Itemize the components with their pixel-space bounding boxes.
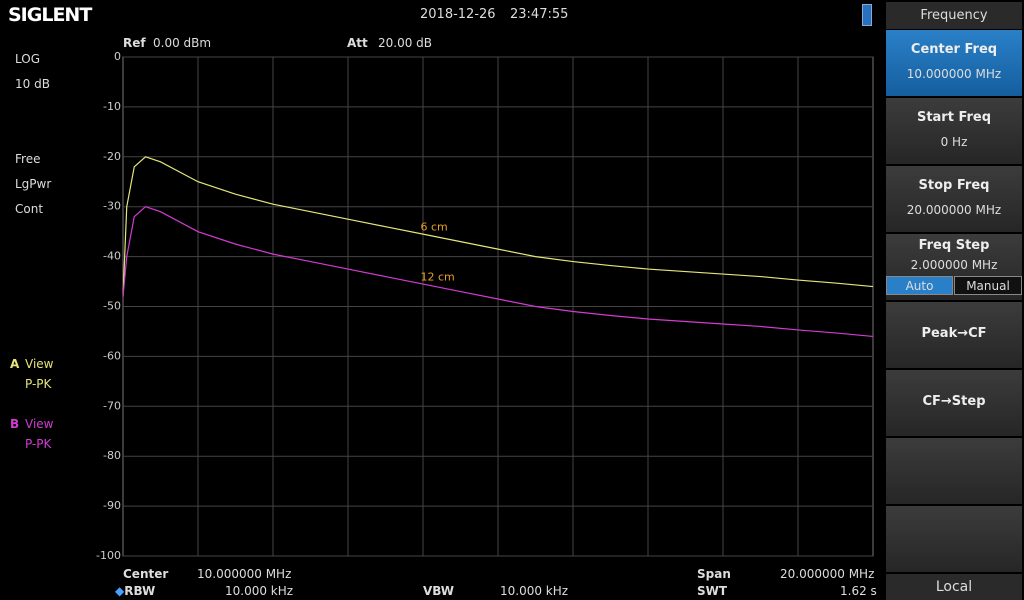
button-label: Start Freq [916,110,992,125]
y-tick-label: -100 [96,549,121,562]
menu-button[interactable]: Center Freq 10.000000 MHz [886,30,1022,96]
att-value: 20.00 dB [378,36,433,50]
button-label: CF→Step [922,394,986,409]
ref-value: 0.00 dBm [153,36,212,50]
att-label: Att [347,36,368,50]
trace-letter: A [10,357,20,371]
y-tick-label: -30 [103,200,121,213]
center-label: Center [123,567,169,581]
y-tick-label: -20 [103,150,121,163]
trace-mode: View [25,357,54,371]
button-label: Center Freq [910,42,998,57]
scale-type: LOG [15,52,41,66]
y-tick-label: -40 [103,250,121,263]
rbw-value: 10.000 kHz [225,584,294,598]
time: 23:47:55 [510,7,569,22]
button-label: Freq Step [918,238,990,253]
y-tick-label: -10 [103,100,121,113]
toggle-auto[interactable]: Auto [886,276,953,295]
detector: LgPwr [15,177,52,191]
date: 2018-12-26 [420,7,496,22]
scale-div: 10 dB [15,77,50,91]
y-tick-label: -90 [103,499,121,512]
button-value: 2.000000 MHz [910,258,998,272]
y-tick-label: -80 [103,449,121,462]
menu-button[interactable]: Peak→CF [886,302,1022,368]
trace [122,206,874,338]
spectrum-plot: 0 -10 -20 -30 -40 -50 -60 -70 -80 -90 -100 6 cm 12 c… [96,50,874,562]
button-label: Peak→CF [921,326,987,341]
battery-icon [862,4,872,26]
vbw-label: VBW [423,584,455,598]
rbw-label: ◆RBW [115,584,156,598]
trace-letter: B [10,417,20,431]
button-value: 20.000000 MHz [906,203,1002,217]
menu-button[interactable]: Stop Freq 20.000000 MHz [886,166,1022,232]
menu-button [886,438,1022,504]
toggle-manual[interactable]: Manual [954,276,1022,295]
ref-label: Ref [123,36,146,50]
y-tick-label: -70 [103,399,121,412]
menu-button [886,506,1022,572]
y-tick-label: -60 [103,349,121,362]
menu-button[interactable]: CF→Step [886,370,1022,436]
logo: SIGLENT [8,4,92,26]
trigger: Free [15,152,41,166]
span-label: Span [697,567,731,581]
swt-label: SWT [697,584,728,598]
button-value: 0 Hz [940,135,968,149]
menu-button[interactable]: Freq Step 2.000000 MHz Auto Manual [886,234,1022,300]
trace-mode: View [25,417,54,431]
swt-value: 1.62 s [840,584,877,598]
center-value: 10.000000 MHz [197,567,292,581]
span-value: 20.000000 MHz [780,567,875,581]
menu-button[interactable]: Start Freq 0 Hz [886,98,1022,164]
trace-label: 12 cm [421,271,455,284]
vbw-value: 10.000 kHz [500,584,569,598]
button-value: 10.000000 MHz [906,67,1002,81]
sweep-mode: Cont [15,202,44,216]
trace-detector: P-PK [25,377,52,391]
rbw-text: RBW [124,584,156,598]
trace-detector: P-PK [25,437,52,451]
y-tick-label: 0 [114,50,121,63]
trace-label: 6 cm [421,221,448,234]
status-local: Local [886,574,1022,600]
y-tick-label: -50 [103,300,121,313]
button-label: Stop Freq [918,178,990,193]
menu-title: Frequency [886,2,1022,29]
trace [122,156,874,297]
